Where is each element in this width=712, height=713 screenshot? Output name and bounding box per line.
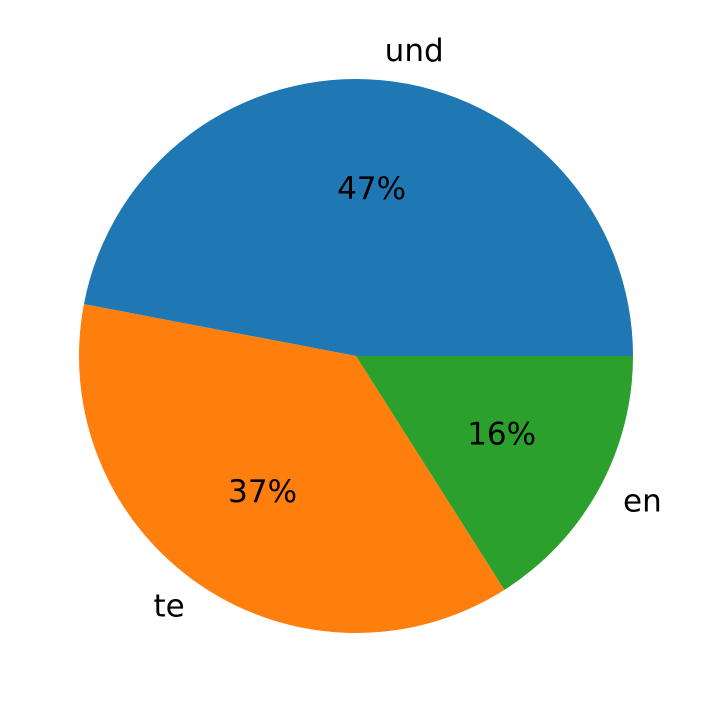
- pie-slice: [78, 304, 505, 633]
- slice-label: und: [385, 33, 444, 69]
- slice-label: en: [623, 483, 662, 519]
- slice-label: te: [153, 589, 184, 625]
- percent-label: 37%: [228, 474, 297, 510]
- pie-slice: [356, 356, 633, 590]
- percent-label: 16%: [467, 417, 536, 453]
- percent-label: 47%: [337, 171, 406, 207]
- pie-slice: [83, 79, 633, 357]
